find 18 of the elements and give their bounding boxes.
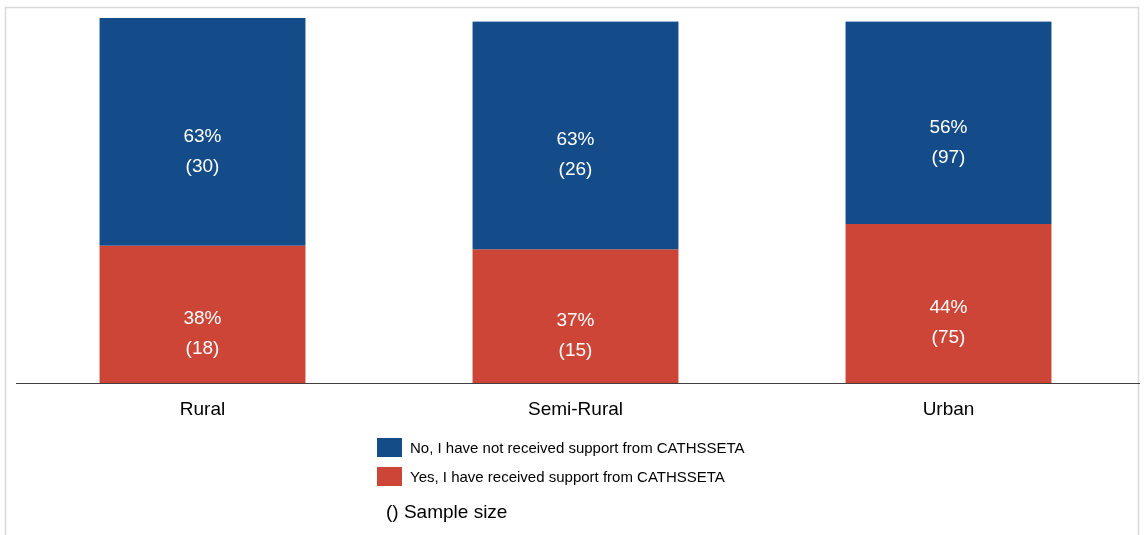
bar — [99, 18, 306, 246]
data-label: 63% (26) — [556, 128, 595, 180]
bar — [845, 223, 1052, 383]
x-tick-label: Rural — [179, 398, 226, 419]
bar — [472, 249, 679, 383]
text: () Sample size — [386, 501, 508, 522]
x-tick-label: Urban — [922, 398, 975, 419]
bar — [99, 245, 306, 383]
data-label: 38% (18) — [183, 307, 222, 359]
legend-label: Yes, I have received support from CATHSSETA — [410, 468, 725, 485]
bar — [472, 21, 679, 250]
data-label: 63% (30) — [183, 124, 222, 176]
x-tick-label: Semi-Rural — [527, 398, 624, 419]
data-label: 37% (15) — [556, 309, 595, 361]
data-label: 44% (75) — [929, 296, 968, 348]
legend-label: No, I have not received support from CATHSSETA — [410, 439, 745, 456]
bar — [845, 21, 1052, 224]
data-label: 56% (97) — [929, 115, 968, 167]
